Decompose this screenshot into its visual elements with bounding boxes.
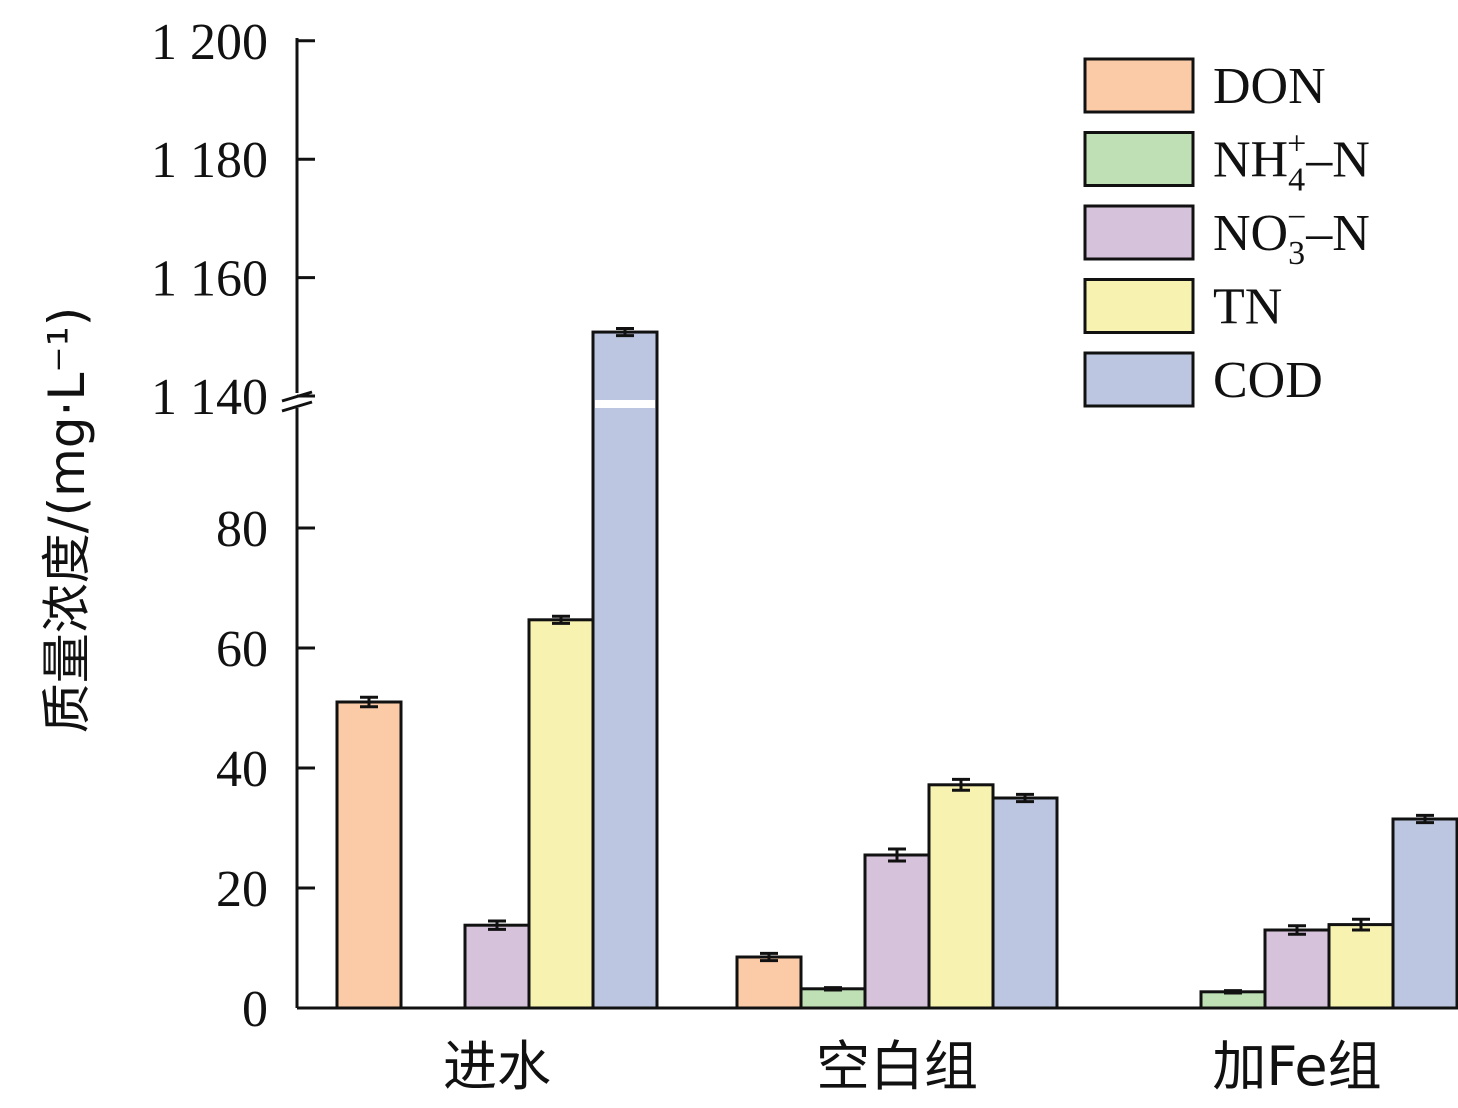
legend-label: NO3−–N bbox=[1213, 199, 1370, 272]
y-tick-label: 1 200 bbox=[151, 14, 268, 71]
error-bar-NH4+-N-空白组 bbox=[824, 986, 842, 992]
x-tick-label: 空白组 bbox=[816, 1035, 978, 1098]
legend-item-NO3−-N: NO3−–N bbox=[1083, 199, 1370, 272]
legend-swatch bbox=[1083, 204, 1195, 261]
error-bar-NO3−-N-加Fe组 bbox=[1288, 924, 1306, 936]
bar-NO3−-N-进水 bbox=[463, 923, 531, 1010]
y-tick-label: 1 180 bbox=[151, 132, 268, 189]
legend-item-DON: DON bbox=[1083, 57, 1326, 115]
bar-break-gap bbox=[595, 400, 655, 408]
y-tick-label: 80 bbox=[216, 501, 268, 558]
bar-NO3−-N-空白组 bbox=[863, 853, 931, 1010]
legend-label: DON bbox=[1213, 58, 1326, 115]
legend-swatch bbox=[1083, 57, 1195, 114]
error-bar-NH4+-N-加Fe组 bbox=[1224, 989, 1242, 995]
legend-swatch bbox=[1083, 131, 1195, 187]
error-bar-DON-空白组 bbox=[760, 951, 778, 963]
bar-TN-空白组 bbox=[927, 783, 995, 1010]
y-tick-label: 1 160 bbox=[151, 251, 268, 308]
y-axis-label: 质量浓度/(mg·L⁻¹) bbox=[38, 307, 96, 734]
error-bar-TN-空白组 bbox=[952, 777, 970, 792]
bar-COD-空白组 bbox=[991, 796, 1059, 1010]
y-tick-label: 20 bbox=[216, 861, 268, 918]
bar-DON-空白组 bbox=[735, 955, 803, 1010]
legend-item-NH4+-N: NH4+–N bbox=[1083, 126, 1370, 199]
error-bar-DON-进水 bbox=[360, 695, 378, 709]
bar-TN-进水 bbox=[527, 618, 595, 1010]
bar-COD-进水 bbox=[591, 330, 659, 1010]
legend-swatch bbox=[1083, 278, 1195, 334]
x-tick-label: 加Fe组 bbox=[1212, 1035, 1381, 1098]
error-bar-NO3−-N-空白组 bbox=[888, 847, 906, 863]
y-tick-label: 1 140 bbox=[151, 369, 268, 426]
bar-DON-进水 bbox=[335, 700, 403, 1010]
error-bars-layer bbox=[360, 327, 1434, 995]
y-tick-label: 60 bbox=[216, 621, 268, 678]
x-tick-label: 进水 bbox=[443, 1035, 551, 1098]
bar-NH4+-N-空白组 bbox=[799, 987, 867, 1010]
legend-swatch bbox=[1083, 351, 1195, 408]
error-bar-NO3−-N-进水 bbox=[488, 919, 506, 931]
error-bar-COD-空白组 bbox=[1016, 792, 1034, 804]
error-bar-TN-进水 bbox=[552, 614, 570, 625]
y-tick-label: 0 bbox=[242, 981, 268, 1038]
legend-label: COD bbox=[1213, 352, 1323, 409]
error-bar-COD-加Fe组 bbox=[1416, 813, 1434, 825]
error-bar-TN-加Fe组 bbox=[1352, 917, 1370, 932]
legend-item-COD: COD bbox=[1083, 351, 1323, 409]
error-bar-COD-进水 bbox=[616, 327, 634, 338]
legend-item-TN: TN bbox=[1083, 278, 1282, 336]
y-tick-label: 40 bbox=[216, 741, 268, 798]
bar-NO3−-N-加Fe组 bbox=[1263, 928, 1331, 1010]
legend-label: TN bbox=[1213, 279, 1282, 336]
axes-layer: 0 20 40 60 80 1 140 1 160 1 180 1 200 进水 空白组 加Fe组 bbox=[151, 14, 1455, 1098]
bar-COD-加Fe组 bbox=[1391, 817, 1458, 1010]
legend-label: NH4+–N bbox=[1213, 126, 1370, 199]
bars-layer bbox=[335, 330, 1458, 1010]
bar-TN-加Fe组 bbox=[1327, 923, 1395, 1010]
